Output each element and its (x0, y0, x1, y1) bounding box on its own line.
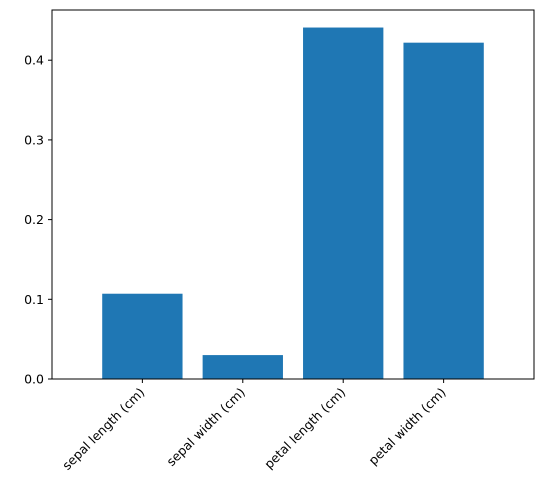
y-tick-label-4: 0.4 (24, 53, 44, 68)
x-tick-label-2: petal length (cm) (261, 385, 348, 472)
bar-1 (202, 355, 283, 379)
bars-group (102, 27, 484, 379)
bar-2 (303, 27, 384, 379)
y-tick-label-2: 0.2 (24, 212, 44, 227)
bar-3 (403, 42, 484, 379)
x-tick-label-3: petal width (cm) (365, 385, 448, 468)
plot-frame (51, 9, 535, 380)
y-tick-label-3: 0.3 (24, 132, 44, 147)
y-tick-label-1: 0.1 (24, 292, 44, 307)
y-axis: 0.0 0.1 0.2 0.3 0.4 (24, 53, 52, 387)
x-tick-label-0: sepal length (cm) (59, 385, 147, 473)
y-tick-label-0: 0.0 (24, 372, 44, 387)
bar-0 (102, 293, 183, 379)
x-axis: sepal length (cm) sepal width (cm) petal l… (59, 379, 449, 473)
x-tick-label-1: sepal width (cm) (163, 385, 247, 469)
